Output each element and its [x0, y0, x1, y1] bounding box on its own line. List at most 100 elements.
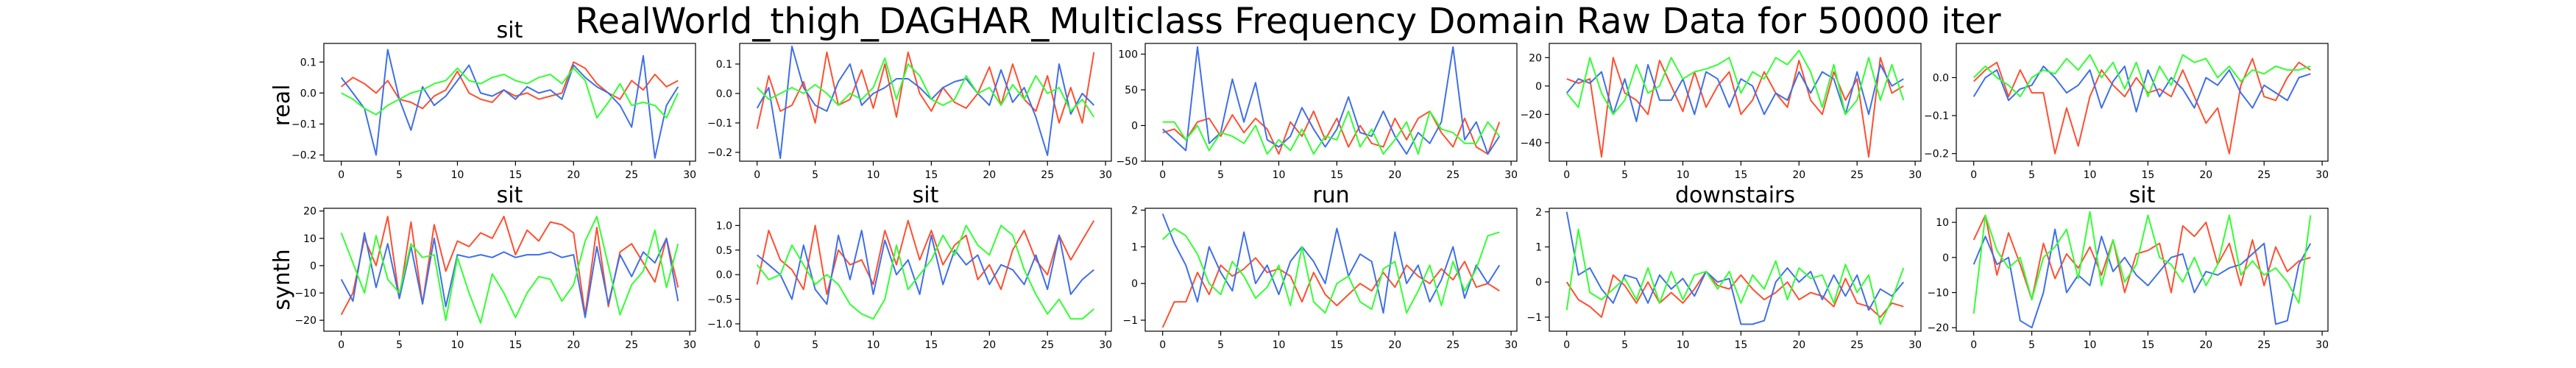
- subplot-synth-3: 0 5 10 15 20 25 30 −1 0 1 2 downstairs: [1526, 183, 1922, 351]
- y-tick-label: 0.0: [716, 88, 732, 100]
- x-tick-label: 15: [924, 339, 938, 351]
- subplot-real-1: 0 5 10 15 20 25 30 −0.2 −0.1 0.0 0.1: [707, 43, 1112, 181]
- y-tick-label: 0: [1131, 121, 1138, 132]
- x-tick-label: 15: [1330, 339, 1343, 351]
- series-line-1: [756, 52, 1095, 130]
- subplot-title: sit: [913, 183, 939, 208]
- y-tick-label: 10: [1936, 217, 1949, 229]
- series-line-3: [1565, 49, 1905, 116]
- x-tick-label: 0: [338, 169, 344, 181]
- x-tick-label: 15: [2141, 169, 2154, 181]
- subplot-real-0: 0 5 10 15 20 25 30 −0.2 −0.1 0.0 0.1 sit: [291, 18, 696, 181]
- x-tick-label: 30: [1504, 339, 1518, 351]
- series-line-2: [1565, 63, 1904, 122]
- axes-frame: [323, 43, 696, 162]
- y-tick-label: −1: [1526, 312, 1542, 324]
- y-tick-label: −0.2: [707, 147, 732, 159]
- x-tick-label: 15: [1330, 169, 1343, 181]
- series-line-3: [1565, 228, 1905, 325]
- axes-frame: [323, 208, 696, 332]
- subplot-real-3: 0 5 10 15 20 25 30 −40 −20 0 20: [1520, 43, 1922, 181]
- y-tick-label: 0: [310, 261, 316, 272]
- series-line-1: [1565, 270, 1904, 318]
- x-tick-label: 30: [1908, 169, 1922, 181]
- y-tick-label: −20: [294, 315, 316, 327]
- y-tick-label: 1: [1131, 241, 1138, 253]
- subplot-synth-4: 0 5 10 15 20 25 30 −20 −10 0 10 sit: [1927, 183, 2329, 351]
- x-tick-label: 20: [567, 339, 580, 351]
- x-tick-label: 20: [2199, 169, 2212, 181]
- series-line-1: [1972, 214, 2311, 301]
- series-line-2: [340, 232, 679, 319]
- row-label-synth: synth: [269, 249, 295, 310]
- y-tick-label: −20: [1520, 109, 1542, 121]
- x-tick-label: 15: [509, 339, 522, 351]
- y-tick-label: 2: [1535, 207, 1542, 219]
- y-tick-label: −10: [1927, 288, 1949, 300]
- x-tick-label: 5: [812, 339, 818, 351]
- axes-frame: [739, 43, 1112, 162]
- series-line-2: [1565, 211, 1905, 325]
- series-line-3: [1972, 54, 2311, 98]
- x-tick-label: 5: [2028, 339, 2035, 351]
- x-tick-label: 10: [451, 169, 464, 181]
- y-tick-label: −10: [294, 288, 316, 300]
- x-tick-label: 30: [683, 169, 696, 181]
- axes-frame: [1144, 208, 1518, 332]
- series-line-1: [340, 216, 679, 316]
- series-line-3: [1162, 227, 1500, 314]
- x-tick-label: 30: [1099, 169, 1112, 181]
- subplot-synth-1: 0 5 10 15 20 25 30 −1.0 −0.5 0.0 0.5 1.0 sit: [707, 183, 1112, 351]
- x-tick-label: 25: [1041, 339, 1054, 351]
- x-tick-label: 20: [983, 169, 996, 181]
- y-tick-label: −50: [1116, 156, 1138, 168]
- x-tick-label: 30: [1908, 339, 1922, 351]
- axes-frame: [739, 208, 1112, 332]
- y-tick-label: 1.0: [716, 220, 732, 232]
- x-tick-label: 20: [2199, 339, 2212, 351]
- x-tick-label: 0: [754, 339, 760, 351]
- x-tick-label: 10: [867, 339, 880, 351]
- subplot-real-2: 0 5 10 15 20 25 30 −50 0 50 100: [1116, 43, 1518, 181]
- x-tick-label: 10: [1273, 169, 1286, 181]
- series-line-3: [756, 57, 1095, 118]
- y-tick-label: 0.5: [716, 245, 732, 257]
- x-tick-label: 25: [1446, 339, 1459, 351]
- y-tick-label: 0.1: [300, 57, 316, 68]
- row-label-real: real: [269, 85, 295, 127]
- x-tick-label: 25: [625, 339, 638, 351]
- y-tick-label: 0.0: [300, 88, 316, 99]
- y-tick-label: −0.1: [707, 118, 732, 130]
- x-tick-label: 20: [1792, 169, 1805, 181]
- series-line-3: [341, 67, 679, 119]
- x-tick-label: 0: [1970, 169, 1977, 181]
- x-tick-label: 20: [567, 169, 580, 181]
- series-line-2: [1972, 228, 2312, 329]
- series-line-2: [340, 49, 679, 159]
- y-tick-label: 0.1: [716, 59, 732, 71]
- y-tick-label: 2: [1131, 205, 1138, 216]
- y-tick-label: 0.0: [1933, 72, 1949, 84]
- y-tick-label: 0: [1942, 252, 1949, 264]
- y-tick-label: 20: [303, 206, 316, 218]
- series-line-1: [341, 61, 679, 110]
- y-tick-label: 0: [1131, 278, 1138, 290]
- y-tick-label: 0: [1535, 277, 1542, 289]
- x-tick-label: 30: [1099, 339, 1112, 351]
- x-tick-label: 0: [754, 169, 760, 181]
- x-tick-label: 25: [1850, 169, 1864, 181]
- x-tick-label: 5: [2028, 169, 2035, 181]
- x-tick-label: 20: [983, 339, 996, 351]
- y-tick-label: −20: [1927, 322, 1949, 334]
- y-tick-label: −0.5: [707, 294, 732, 306]
- y-tick-label: 100: [1118, 49, 1138, 61]
- series-line-1: [1161, 257, 1500, 328]
- x-tick-label: 10: [867, 169, 880, 181]
- x-tick-label: 5: [812, 169, 818, 181]
- x-tick-label: 0: [1563, 339, 1570, 351]
- x-tick-label: 5: [1621, 339, 1628, 351]
- series-line-1: [756, 219, 1095, 295]
- x-tick-label: 20: [1388, 169, 1401, 181]
